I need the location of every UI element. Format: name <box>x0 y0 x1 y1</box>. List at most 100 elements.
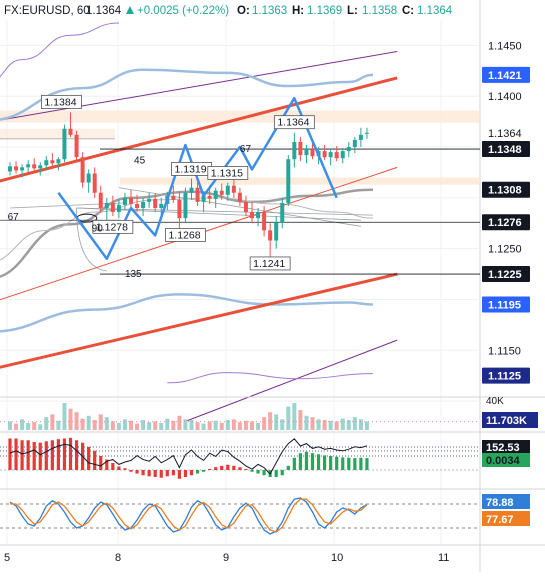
volume-bar <box>56 420 61 430</box>
volume-bar <box>268 412 273 430</box>
stoch-line-0 <box>9 497 368 535</box>
volume-bar <box>110 421 115 430</box>
volume-bar <box>44 417 49 430</box>
red-channel-top <box>0 76 398 183</box>
volume-bar <box>68 408 73 430</box>
candle-body <box>147 198 152 202</box>
purple-band-upper <box>0 22 119 78</box>
red-channel-bottom <box>0 272 398 369</box>
price-tag-box <box>482 66 530 83</box>
volume-bar <box>14 423 19 430</box>
candle-body <box>80 157 85 183</box>
price-label: 1.1241 <box>253 258 285 270</box>
momentum-bar <box>74 440 79 470</box>
candle-body <box>171 195 176 200</box>
header-last-price: 1.1364 <box>86 5 122 17</box>
momentum-bar <box>99 456 103 470</box>
momentum-bar <box>256 470 260 474</box>
candle-body <box>243 201 248 213</box>
header-o-value: 1.1363 <box>252 5 287 17</box>
volume-bar <box>280 419 285 430</box>
price-tag: 1.1364 <box>488 128 522 140</box>
volume-bar <box>364 421 369 430</box>
header-c-label: C: <box>402 5 414 17</box>
candle-body <box>104 202 109 208</box>
price-label: 1.1319 <box>175 163 207 175</box>
price-tag: 1.1276 <box>488 217 522 229</box>
momentum-tag-box <box>482 453 530 467</box>
candle-body <box>38 165 43 169</box>
candle-body <box>74 134 79 158</box>
candle-body <box>231 185 236 193</box>
candle-body <box>340 151 345 159</box>
price-tag: 1.1125 <box>488 371 521 383</box>
volume-bar <box>153 421 158 430</box>
fib-note: 67 <box>8 212 20 223</box>
momentum-bar <box>153 470 157 477</box>
price-tag-box <box>482 367 530 384</box>
price-label: 1.1315 <box>211 167 243 179</box>
purple-band-lower <box>167 372 374 384</box>
fib-note: 90 <box>92 223 104 234</box>
volume-bar <box>122 419 127 430</box>
momentum-bar <box>226 464 230 470</box>
candle-body <box>129 197 133 204</box>
volume-bar <box>183 419 188 430</box>
momentum-bar <box>359 457 363 470</box>
volume-bar <box>237 422 242 430</box>
support-zone <box>120 177 480 185</box>
candle-body <box>328 152 333 158</box>
price-tag-box <box>482 141 530 158</box>
candle-body <box>44 160 49 166</box>
volume-bar <box>358 419 363 430</box>
momentum-bar <box>220 465 224 470</box>
momentum-bar <box>347 457 351 470</box>
candle-body <box>110 202 115 213</box>
price-label: 1.1384 <box>44 96 76 108</box>
volume-bar <box>177 415 182 430</box>
momentum-bar <box>44 441 48 470</box>
momentum-bar <box>365 458 369 470</box>
momentum-bar <box>286 465 290 470</box>
price-label-box <box>273 115 315 130</box>
price-tag: 1.1195 <box>488 300 521 312</box>
price-tag-box <box>482 296 530 313</box>
momentum-bar <box>50 440 54 470</box>
volume-bar <box>219 422 224 430</box>
volume-bar <box>322 420 327 430</box>
left-zone <box>0 128 115 139</box>
volume-bar <box>165 418 170 430</box>
momentum-bar <box>250 470 254 472</box>
candle-body <box>304 149 309 156</box>
candle-body <box>213 190 218 199</box>
momentum-bar <box>141 470 145 476</box>
momentum-bar <box>183 470 188 477</box>
momentum-bar <box>62 438 67 470</box>
candle-body <box>122 197 127 205</box>
candle-body <box>32 164 37 169</box>
momentum-bar <box>244 468 248 470</box>
momentum-bar <box>165 470 169 477</box>
fib-fan-line <box>76 207 361 221</box>
volume-bar <box>62 402 67 430</box>
candle-body <box>334 152 339 159</box>
volume-bar <box>147 422 152 430</box>
momentum-bar <box>68 437 73 470</box>
momentum-bar <box>93 450 97 470</box>
momentum-bar <box>202 470 206 472</box>
candle-body <box>292 141 297 160</box>
candle-body <box>116 204 121 213</box>
momentum-bar <box>195 470 200 474</box>
time-tick: 8 <box>115 552 121 564</box>
candle-body <box>189 187 194 193</box>
momentum-bar <box>111 463 115 470</box>
header-h-label: H: <box>292 5 304 17</box>
momentum-bar <box>298 453 302 470</box>
volume-bar <box>225 420 230 430</box>
momentum-bar <box>177 470 181 479</box>
fib-note: 67 <box>240 144 252 155</box>
volume-tag: 11.703K <box>486 415 527 427</box>
candle-body <box>177 199 182 219</box>
momentum-bar <box>335 456 339 470</box>
